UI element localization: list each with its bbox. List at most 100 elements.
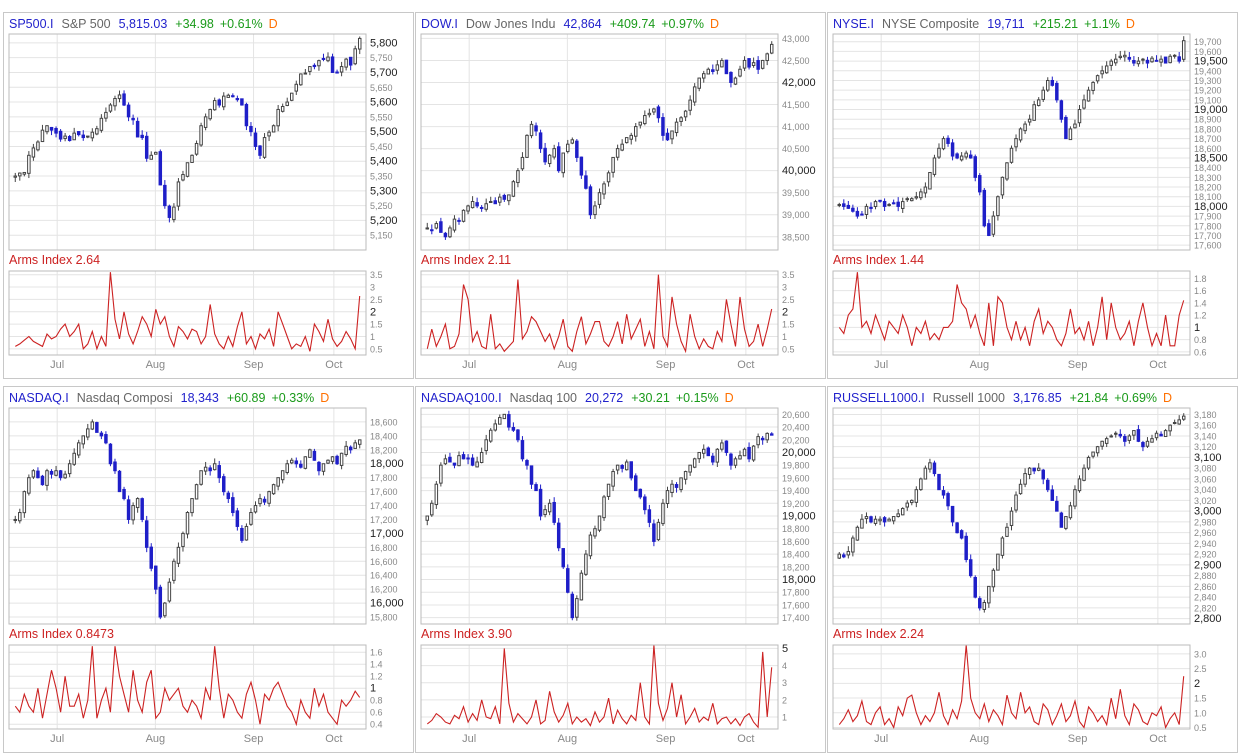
candle [683, 109, 688, 122]
candle [1073, 485, 1077, 510]
candle [172, 558, 176, 584]
y-tick-label: 18,000 [1194, 201, 1228, 213]
candle [31, 469, 36, 479]
chart-panel-russell1000i[interactable]: RUSSELL1000.I Russell 1000 3,176.85 +21.84 +… [827, 386, 1238, 753]
symbol-label: SP500.I [9, 17, 54, 31]
month-label: Oct [1149, 733, 1166, 745]
chart-panel-nasdaqi[interactable]: NASDAQ.I Nasdaq Composi 18,343 +60.89 +0.33%… [3, 386, 414, 753]
candle [36, 140, 40, 152]
arms-y-tick-label: 1 [782, 332, 787, 342]
arms-frame [420, 270, 779, 356]
candle [258, 145, 262, 160]
arms-y-tick-label: 1.5 [370, 320, 383, 330]
y-tick-label: 41,000 [782, 122, 810, 132]
arms-y-tick-label: 1.5 [782, 320, 795, 330]
candle [303, 456, 308, 470]
candle [579, 156, 584, 179]
candle [968, 150, 973, 159]
candle [584, 170, 588, 190]
price-frame [420, 33, 779, 251]
candle [172, 203, 176, 223]
candle [1141, 57, 1145, 65]
candle [122, 486, 126, 501]
y-tick-label: 2,880 [1194, 571, 1217, 581]
month-label: Aug [970, 359, 990, 371]
candle [117, 470, 122, 493]
chart-panel-nasdaq100i[interactable]: NASDAQ100.I Nasdaq 100 20,272 +30.21 +0.15% D… [415, 386, 826, 753]
candle [108, 443, 113, 467]
percent-change: +1.1% [1084, 17, 1120, 31]
candle [1100, 65, 1104, 79]
candle [987, 585, 991, 608]
candle [733, 456, 738, 469]
y-tick-label: 19,000 [782, 511, 816, 523]
candle [516, 429, 520, 443]
y-tick-label: 19,000 [1194, 104, 1228, 116]
candle [1095, 74, 1100, 84]
candle [529, 121, 534, 139]
y-tick-label: 3,100 [1194, 452, 1222, 464]
candle [135, 117, 140, 138]
percent-change: +0.33% [271, 391, 315, 405]
candle [769, 432, 774, 436]
y-tick-label: 17,600 [370, 487, 398, 497]
month-label: Jul [462, 359, 476, 371]
candle [1050, 485, 1055, 501]
last-price: 20,272 [585, 391, 624, 405]
arms-index-line [15, 272, 361, 352]
arms-y-tick-label: 1.8 [1194, 274, 1207, 284]
candle [99, 114, 104, 133]
y-tick-label: 16,400 [370, 571, 398, 581]
candle [864, 203, 869, 219]
chart-panel-nysei[interactable]: NYSE.I NYSE Composite 19,711 +215.21 +1.1% D A… [827, 12, 1238, 379]
month-label: Sep [656, 733, 676, 745]
y-tick-label: 5,550 [370, 112, 393, 122]
candle [760, 435, 765, 445]
candle [1073, 119, 1077, 129]
candle [579, 570, 584, 601]
candle [837, 202, 842, 208]
candle [520, 436, 525, 462]
y-tick-label: 17,400 [782, 613, 810, 623]
y-tick-label: 17,900 [1194, 212, 1222, 222]
candle [1127, 434, 1132, 444]
arms-y-tick-label: 5 [782, 643, 788, 655]
candle [1046, 478, 1050, 493]
candle [588, 184, 593, 219]
chart-panel-sp500i[interactable]: SP500.I S&P 500 5,815.03 +34.98 +0.61% D Arms … [3, 12, 414, 379]
candle [602, 494, 606, 521]
candle [312, 448, 317, 461]
price-change: +21.84 [1069, 391, 1109, 405]
y-tick-label: 18,300 [1194, 173, 1222, 183]
candle [556, 518, 561, 552]
candle [461, 209, 466, 223]
candle [321, 53, 326, 62]
candle [353, 439, 357, 449]
candle [665, 486, 670, 509]
candle [13, 172, 18, 182]
candle [312, 63, 317, 70]
candle [1077, 475, 1082, 493]
y-tick-label: 17,800 [1194, 221, 1222, 231]
candle [575, 595, 579, 621]
candle [317, 461, 321, 476]
candle [493, 197, 497, 205]
candle [647, 504, 652, 528]
candle [1059, 99, 1064, 123]
candle [973, 575, 977, 599]
chart-panel-dowi[interactable]: DOW.I Dow Jones Indu 42,864 +409.74 +0.97% D A… [415, 12, 826, 379]
candle [747, 58, 751, 70]
y-tick-label: 20,400 [782, 423, 810, 433]
candle [425, 222, 430, 230]
y-tick-label: 2,800 [1194, 613, 1222, 625]
symbol-label: NYSE.I [833, 17, 874, 31]
candle [634, 473, 638, 492]
candle [22, 171, 27, 177]
candle [262, 133, 267, 159]
candle [507, 194, 511, 206]
candle [679, 116, 683, 127]
candle [1132, 56, 1136, 67]
candle [208, 465, 212, 476]
candle [176, 178, 181, 211]
candle [212, 458, 217, 471]
